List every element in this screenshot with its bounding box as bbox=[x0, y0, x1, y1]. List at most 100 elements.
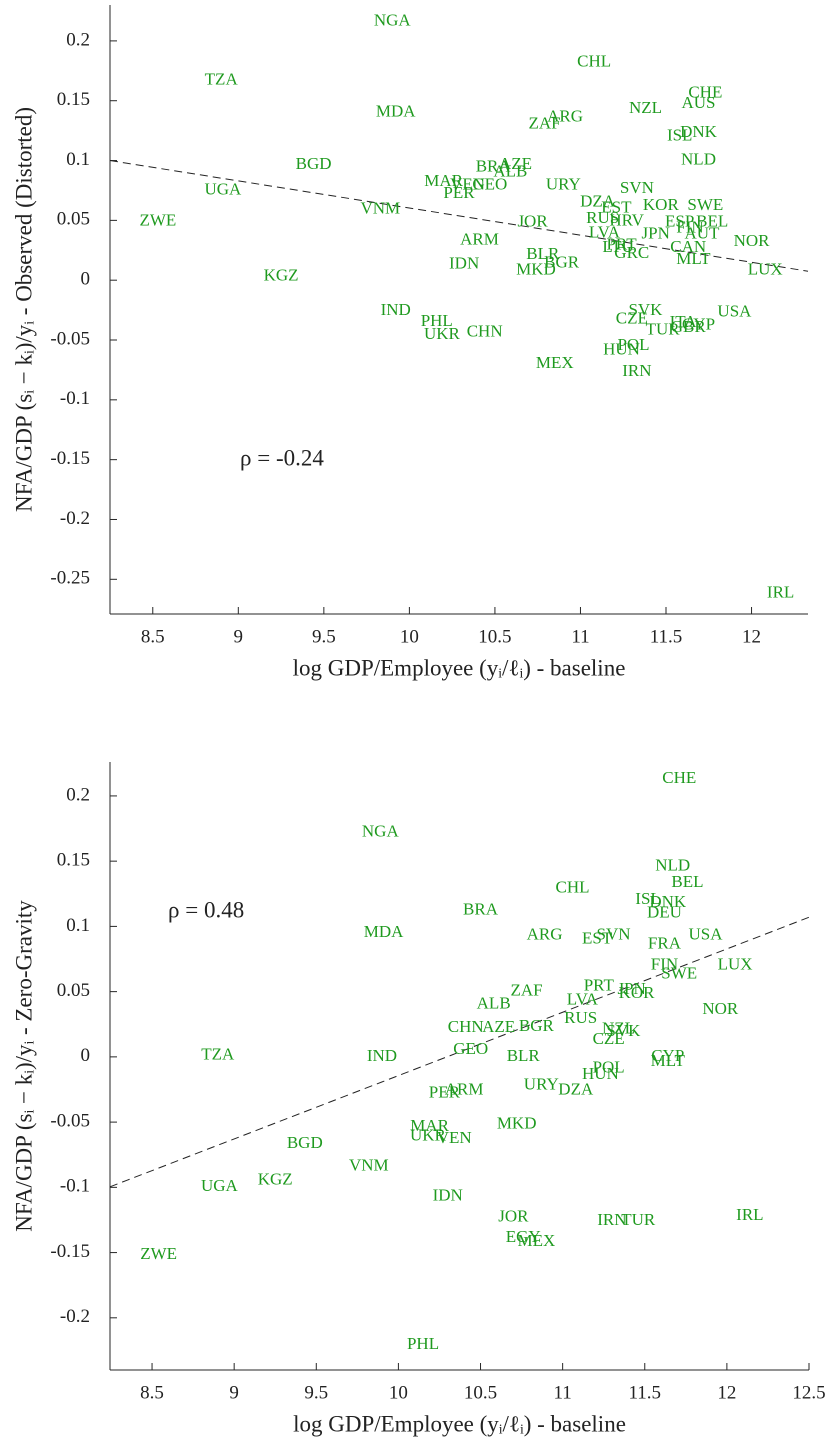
point-label: HRV bbox=[609, 210, 644, 229]
y-tick-label: 0.1 bbox=[66, 149, 90, 170]
point-label: UGA bbox=[201, 1176, 239, 1195]
x-tick-label: 10 bbox=[400, 626, 419, 647]
x-axis-label: log GDP/Employee (yᵢ/ℓᵢ) - baseline bbox=[293, 655, 626, 680]
point-label: JOR bbox=[498, 1206, 529, 1225]
x-tick-label: 9.5 bbox=[304, 1382, 328, 1403]
point-label: LUX bbox=[718, 954, 753, 973]
y-tick-label: 0.1 bbox=[66, 915, 90, 936]
point-label: MKD bbox=[497, 1114, 537, 1133]
point-label: CHN bbox=[448, 1017, 484, 1036]
point-label: URY bbox=[546, 175, 581, 194]
point-label: CHE bbox=[688, 82, 722, 101]
point-label: CAN bbox=[670, 237, 706, 256]
point-label: IND bbox=[381, 300, 411, 319]
point-label: TUR bbox=[646, 319, 681, 338]
point-label: SVN bbox=[620, 178, 654, 197]
x-tick-label: 10.5 bbox=[464, 1382, 497, 1403]
x-tick-label: 12.5 bbox=[792, 1382, 825, 1403]
point-label: NZL bbox=[629, 98, 662, 117]
y-tick-label: -0.05 bbox=[50, 328, 90, 349]
y-tick-label: -0.25 bbox=[50, 568, 90, 589]
point-label: DEU bbox=[647, 902, 682, 921]
y-tick-label: -0.05 bbox=[50, 1110, 90, 1131]
point-label: MLT bbox=[651, 1051, 686, 1070]
point-label: VEN bbox=[437, 1128, 472, 1147]
point-label: NOR bbox=[702, 999, 739, 1018]
x-tick-label: 10.5 bbox=[478, 626, 511, 647]
point-label: ARM bbox=[445, 1080, 484, 1099]
point-label: IDN bbox=[433, 1185, 463, 1204]
point-label: VNM bbox=[360, 199, 400, 218]
point-label: AZE bbox=[499, 154, 532, 173]
point-label: BGD bbox=[287, 1133, 323, 1152]
x-tick-label: 9.5 bbox=[312, 626, 336, 647]
point-label: FIN bbox=[676, 218, 703, 237]
point-label: ITA bbox=[670, 312, 698, 331]
point-label: POL bbox=[593, 1058, 625, 1077]
point-label: LTU bbox=[602, 237, 634, 256]
point-label: IRN bbox=[622, 361, 651, 380]
point-label: DZA bbox=[580, 191, 616, 210]
point-label: GBR bbox=[671, 317, 707, 336]
point-label: ZAF bbox=[528, 114, 560, 133]
point-label: PRT bbox=[584, 975, 615, 994]
point-label: AUT bbox=[684, 224, 720, 243]
y-tick-label: -0.1 bbox=[60, 388, 90, 409]
point-label: PER bbox=[429, 1082, 461, 1101]
point-label: SWE bbox=[687, 195, 723, 214]
y-tick-label: 0.15 bbox=[57, 850, 90, 871]
y-tick-label: -0.2 bbox=[60, 508, 90, 529]
x-tick-label: 11 bbox=[571, 626, 589, 647]
point-label: URY bbox=[524, 1074, 559, 1093]
point-label: IRN bbox=[597, 1210, 626, 1229]
x-tick-label: 9 bbox=[234, 626, 244, 647]
point-label: HUN bbox=[603, 340, 640, 359]
y-tick-label: -0.2 bbox=[60, 1306, 90, 1327]
point-label: CZE bbox=[593, 1029, 625, 1048]
point-label: EGY bbox=[506, 1227, 541, 1246]
point-label: GEO bbox=[453, 1039, 488, 1058]
point-label: NLD bbox=[655, 855, 690, 874]
point-label: NOR bbox=[734, 231, 771, 250]
point-label: NLD bbox=[681, 149, 716, 168]
point-label: USA bbox=[717, 301, 752, 320]
point-label: IND bbox=[367, 1046, 397, 1065]
y-tick-label: 0.2 bbox=[66, 29, 90, 50]
point-label: FIN bbox=[651, 954, 678, 973]
point-label: VEN bbox=[450, 175, 485, 194]
point-label: IRL bbox=[736, 1205, 763, 1224]
point-label: TZA bbox=[201, 1044, 235, 1063]
point-label: DNK bbox=[680, 122, 718, 141]
x-tick-label: 10 bbox=[389, 1382, 408, 1403]
y-tick-label: 0.05 bbox=[57, 980, 90, 1001]
point-label: CHL bbox=[555, 877, 589, 896]
point-label: KGZ bbox=[264, 266, 299, 285]
point-label: RUS bbox=[564, 1008, 597, 1027]
point-label: CZE bbox=[616, 309, 648, 328]
point-label: KOR bbox=[619, 983, 656, 1002]
point-label: VNM bbox=[349, 1155, 389, 1174]
point-label: UGA bbox=[204, 179, 242, 198]
point-label: JPN bbox=[642, 224, 670, 243]
point-label: JPN bbox=[617, 979, 645, 998]
point-label: RUS bbox=[586, 208, 619, 227]
point-label: ALB bbox=[477, 994, 511, 1013]
point-label: TUR bbox=[621, 1210, 656, 1229]
point-label: LVA bbox=[589, 222, 621, 241]
point-label: JOR bbox=[517, 212, 548, 231]
point-label: NGA bbox=[362, 821, 400, 840]
y-axis-label: NFA/GDP (sᵢ − kᵢ)/yᵢ - Zero-Gravity bbox=[11, 900, 36, 1232]
point-label: EST bbox=[582, 928, 613, 947]
point-label: KOR bbox=[643, 195, 680, 214]
point-label: TZA bbox=[205, 69, 239, 88]
point-label: ARM bbox=[460, 230, 499, 249]
point-label: GEO bbox=[472, 175, 507, 194]
point-label: CHE bbox=[662, 768, 696, 787]
point-label: ZWE bbox=[140, 1244, 177, 1263]
point-label: CYP bbox=[651, 1046, 684, 1065]
point-label: MKD bbox=[516, 260, 556, 279]
x-axis-label: log GDP/Employee (yᵢ/ℓᵢ) - baseline bbox=[293, 1411, 626, 1436]
point-label: MLT bbox=[676, 249, 711, 268]
point-label: NZL bbox=[602, 1018, 635, 1037]
